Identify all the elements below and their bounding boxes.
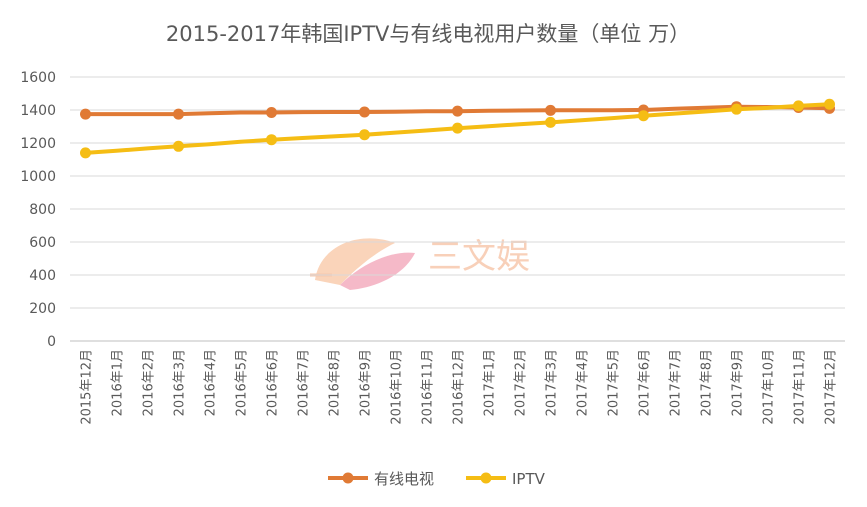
- legend-marker-icon: [342, 472, 354, 484]
- series-1: [80, 98, 835, 159]
- series-layer: [80, 98, 835, 159]
- y-tick-label: 1600: [20, 70, 56, 86]
- legend-label: IPTV: [512, 470, 546, 488]
- x-tick-label: 2017年10月: [762, 349, 777, 425]
- x-tick-label: 2017年8月: [700, 349, 715, 416]
- data-point: [793, 100, 804, 112]
- watermark-logo-icon: [310, 238, 415, 290]
- data-point: [266, 134, 277, 146]
- watermark-layer: 三文娱: [310, 237, 530, 290]
- x-axis-ticks: 2015年12月 2016年1月 2016年2月 2016年3月 2016年4月 2016…: [80, 349, 839, 425]
- x-tick-label: 2015年12月: [80, 349, 95, 425]
- y-tick-label: 1000: [20, 169, 56, 185]
- x-tick-label: 2016年2月: [142, 349, 157, 416]
- data-point: [80, 108, 91, 120]
- data-point: [452, 122, 463, 134]
- data-point: [173, 140, 184, 152]
- data-point: [731, 103, 742, 115]
- y-tick-label: 800: [29, 202, 56, 218]
- x-tick-label: 2017年1月: [483, 349, 498, 416]
- y-axis-ticks: 0 200 400 600 800 1000 1200 1400 1600: [20, 70, 56, 350]
- x-tick-label: 2016年1月: [111, 349, 126, 416]
- data-point: [359, 106, 370, 118]
- y-tick-label: 600: [29, 235, 56, 251]
- x-tick-label: 2017年5月: [607, 349, 622, 416]
- x-tick-label: 2017年9月: [731, 349, 746, 416]
- legend-label: 有线电视: [374, 470, 434, 488]
- x-tick-label: 2017年12月: [824, 349, 839, 425]
- data-point: [173, 108, 184, 120]
- x-tick-label: 2017年4月: [576, 349, 591, 416]
- x-tick-label: 2017年11月: [793, 349, 808, 425]
- y-tick-label: 1200: [20, 136, 56, 152]
- y-tick-label: 0: [47, 334, 56, 350]
- x-tick-label: 2016年5月: [235, 349, 250, 416]
- x-tick-label: 2016年4月: [204, 349, 219, 416]
- x-tick-label: 2016年10月: [390, 349, 405, 425]
- legend-item[interactable]: 有线电视: [328, 470, 434, 488]
- x-tick-label: 2016年9月: [359, 349, 374, 416]
- legend-item[interactable]: IPTV: [466, 470, 546, 488]
- data-point: [545, 116, 556, 128]
- x-tick-label: 2017年7月: [669, 349, 684, 416]
- y-tick-label: 200: [29, 301, 56, 317]
- y-tick-label: 400: [29, 268, 56, 284]
- data-point: [824, 98, 835, 110]
- legend-marker-icon: [480, 472, 492, 484]
- data-point: [266, 106, 277, 118]
- x-tick-label: 2016年3月: [173, 349, 188, 416]
- y-tick-label: 1400: [20, 103, 56, 119]
- x-tick-label: 2017年6月: [638, 349, 653, 416]
- x-tick-label: 2016年6月: [266, 349, 281, 416]
- x-tick-label: 2016年8月: [328, 349, 343, 416]
- x-tick-label: 2016年7月: [297, 349, 312, 416]
- x-tick-label: 2016年11月: [421, 349, 436, 425]
- chart-title: 2015-2017年韩国IPTV与有线电视用户数量（单位 万）: [166, 22, 690, 46]
- data-point: [638, 110, 649, 122]
- watermark-text: 三文娱: [428, 237, 530, 277]
- legend[interactable]: 有线电视 IPTV: [328, 470, 546, 488]
- data-point: [545, 104, 556, 116]
- data-point: [359, 129, 370, 141]
- x-tick-label: 2017年2月: [514, 349, 529, 416]
- x-tick-label: 2016年12月: [452, 349, 467, 425]
- data-point: [452, 105, 463, 117]
- data-point: [80, 147, 91, 159]
- x-tick-label: 2017年3月: [545, 349, 560, 416]
